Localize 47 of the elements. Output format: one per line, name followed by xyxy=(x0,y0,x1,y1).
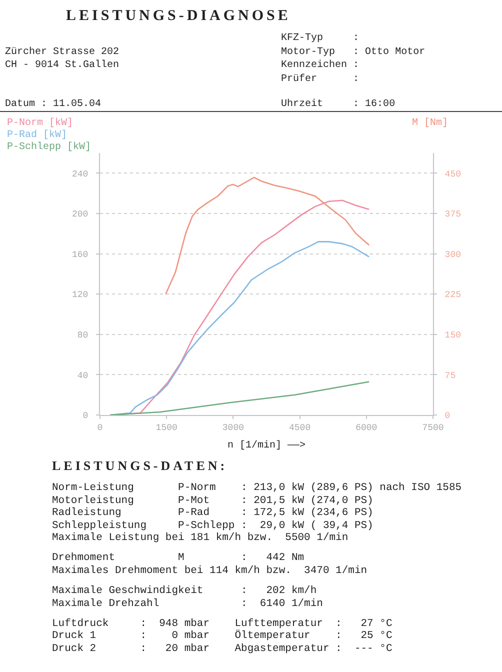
x-tick-label: 3000 xyxy=(222,422,244,433)
x-axis-title: n [1/min] ——> xyxy=(227,439,306,452)
y2-tick-label: 225 xyxy=(444,290,462,300)
text: Norm-Leistung P-Norm : 213,0 kW (289,6 PS) nach ISO 1585 xyxy=(52,482,462,495)
y2-tick-label: 450 xyxy=(444,169,462,180)
x-tick-label: 4500 xyxy=(288,422,311,433)
text: Druck 1 : 0 mbar Öltemperatur : 25 °C xyxy=(52,630,394,643)
y-tick-label: 40 xyxy=(77,370,88,381)
text: Druck 2 : 20 mbar Abgastemperatur : --- °C xyxy=(52,642,394,656)
y-tick-label: 240 xyxy=(72,169,88,180)
text: Radleistung P-Rad : 172,5 kW (234,6 PS) xyxy=(52,507,374,520)
text: P-Norm [kW] xyxy=(7,117,74,129)
chart-title: LEISTUNGS-DIAGNOSE xyxy=(66,8,291,25)
text: Datum : 11.05.04 Uhrzeit : 16:00 xyxy=(5,98,396,112)
text: P-Rad [kW] xyxy=(7,129,68,141)
text: Prüfer : xyxy=(280,72,360,86)
x-tick-label: 1500 xyxy=(156,422,178,433)
line-series xyxy=(165,176,370,295)
text: Luftdruck : 948 mbar Lufttemperatur : 27 °C xyxy=(52,618,394,630)
text: Motorleistung P-Mot : 201,5 kW (274,0 PS) xyxy=(52,494,374,507)
y-tick-label: 80 xyxy=(77,330,88,341)
text: KFZ-Typ : xyxy=(280,32,360,46)
y-tick-label: 0 xyxy=(82,411,88,422)
x-tick-label: 0 xyxy=(97,422,103,433)
y2-tick-label: 75 xyxy=(444,370,456,381)
text: Drehmoment M : 442 Nm xyxy=(52,552,306,565)
text: Schleppleistung P-Schlepp : 29,0 kW ( 39,4 PS) xyxy=(52,520,374,532)
text: P-Schlepp [kW] xyxy=(7,141,92,153)
y2-tick-label: 0 xyxy=(444,411,450,422)
text: LEISTUNGS-DATEN: xyxy=(52,458,229,473)
y2-tick-label: 300 xyxy=(444,250,462,260)
y2-tick-label: 375 xyxy=(444,210,462,220)
line-series xyxy=(110,241,370,415)
text: Maximale Geschwindigkeit : 202 km/h xyxy=(52,585,318,598)
y-tick-label: 200 xyxy=(72,210,88,220)
text: Maximale Drehzahl : 6140 1/min xyxy=(52,598,324,610)
text: Maximale Leistung bei 181 km/h bzw. 5500 1/min xyxy=(52,532,350,544)
text: Zürcher Strasse 202 Motor-Typ : Otto Motor xyxy=(5,46,426,59)
text: M [Nm] xyxy=(412,117,448,129)
x-tick-label: 7500 xyxy=(422,422,444,433)
y2-tick-label: 150 xyxy=(444,330,462,341)
text: Maximales Drehmoment bei 114 km/h bzw. 3470 1/min xyxy=(52,564,368,578)
y-tick-label: 120 xyxy=(72,290,88,300)
x-tick-label: 6000 xyxy=(356,422,378,433)
line-series xyxy=(110,381,370,415)
y-tick-label: 160 xyxy=(72,250,88,260)
text: CH - 9014 St.Gallen Kennzeichen : xyxy=(5,59,360,72)
